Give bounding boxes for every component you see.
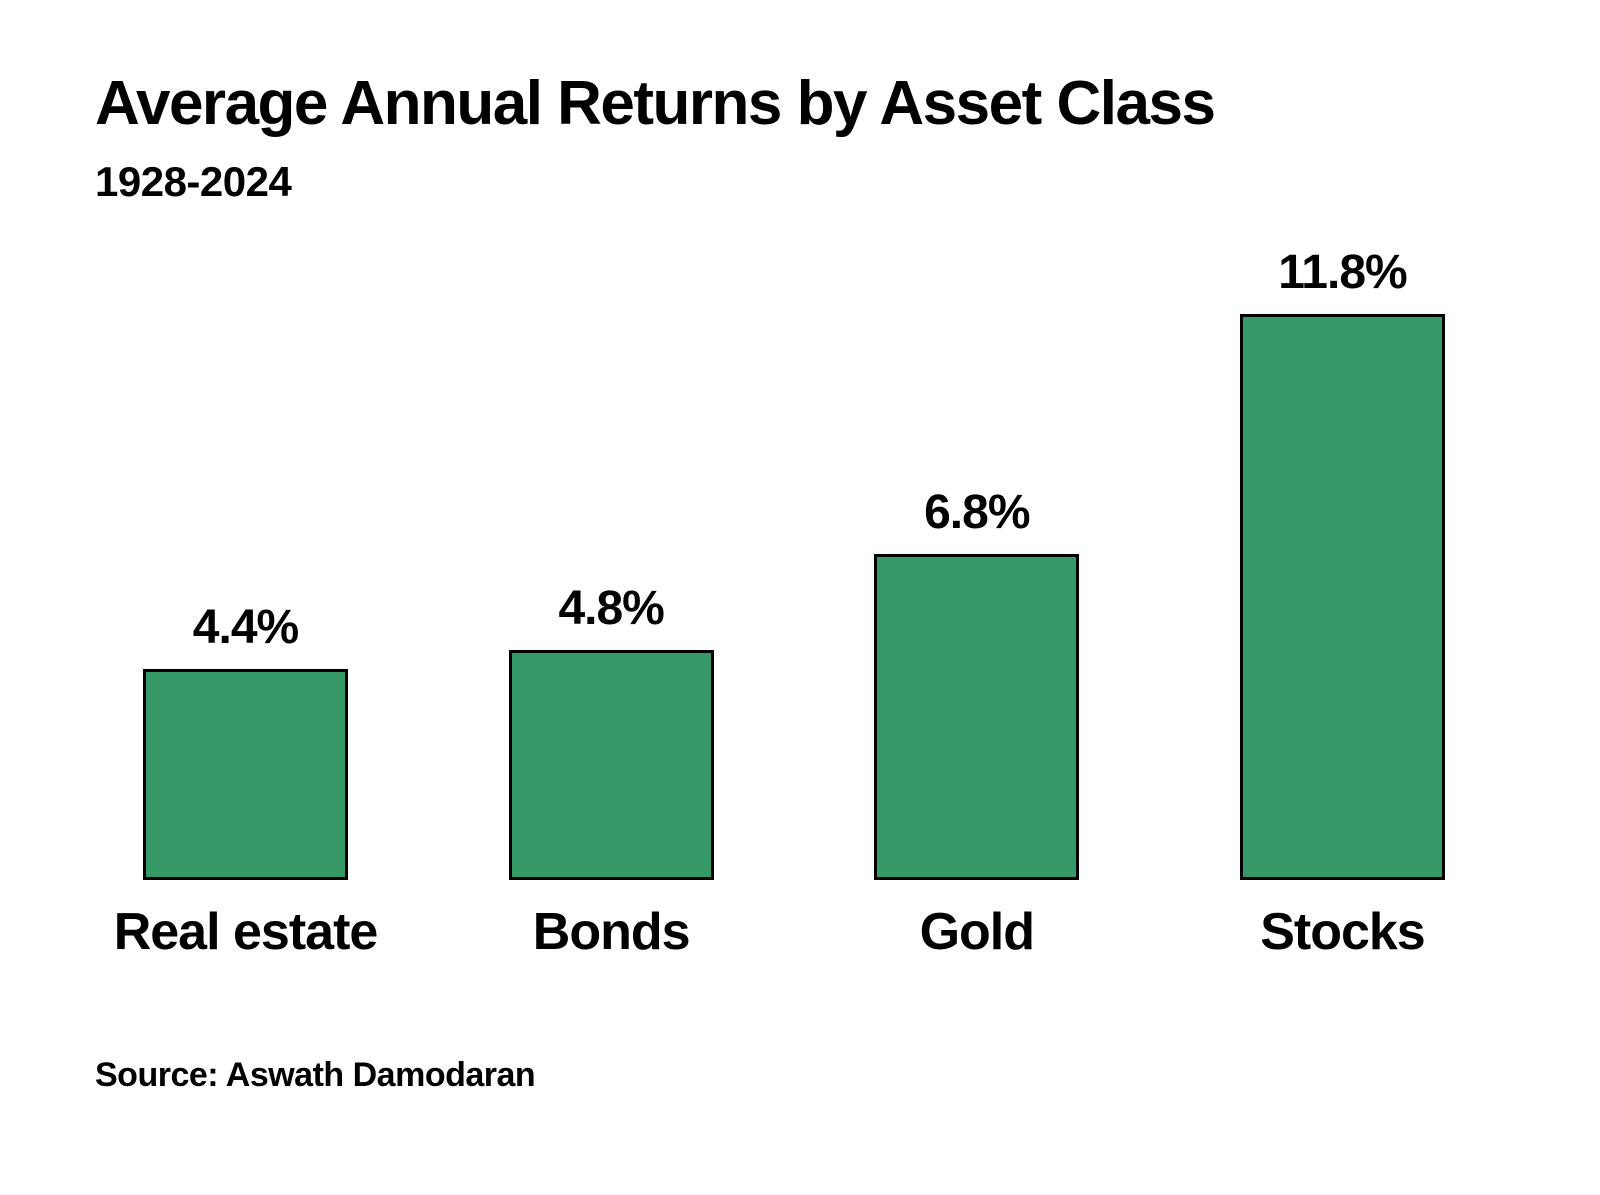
value-label-bonds: 4.8% xyxy=(558,582,664,635)
category-label-real-estate: Real estate xyxy=(113,903,379,961)
page-title: Average Annual Returns by Asset Class xyxy=(95,69,1216,138)
bar-stocks xyxy=(1239,314,1445,880)
bar-column-real-estate: 4.4% xyxy=(143,600,348,880)
bar-column-gold: 6.8% xyxy=(874,485,1080,880)
category-axis: Real estate Bonds Gold Stocks xyxy=(114,902,1445,962)
source-note: Source: Aswath Damodaran xyxy=(95,1056,536,1094)
value-label-real-estate: 4.4% xyxy=(192,601,299,654)
value-label-gold: 6.8% xyxy=(924,486,1030,539)
bar-real-estate xyxy=(143,669,348,880)
category-label-stocks: Stocks xyxy=(1260,903,1426,961)
category-label-gold: Gold xyxy=(919,903,1035,961)
category-label-bonds: Bonds xyxy=(532,903,691,961)
bar-column-bonds: 4.8% xyxy=(508,581,714,880)
bar-chart: 4.4% 4.8% 6.8% 11.8% xyxy=(143,230,1445,880)
chart-subtitle: 1928-2024 xyxy=(95,158,292,205)
value-label-stocks: 11.8% xyxy=(1278,246,1407,299)
bar-bonds xyxy=(508,650,714,880)
bar-gold xyxy=(874,554,1080,880)
bar-column-stocks: 11.8% xyxy=(1239,245,1445,880)
